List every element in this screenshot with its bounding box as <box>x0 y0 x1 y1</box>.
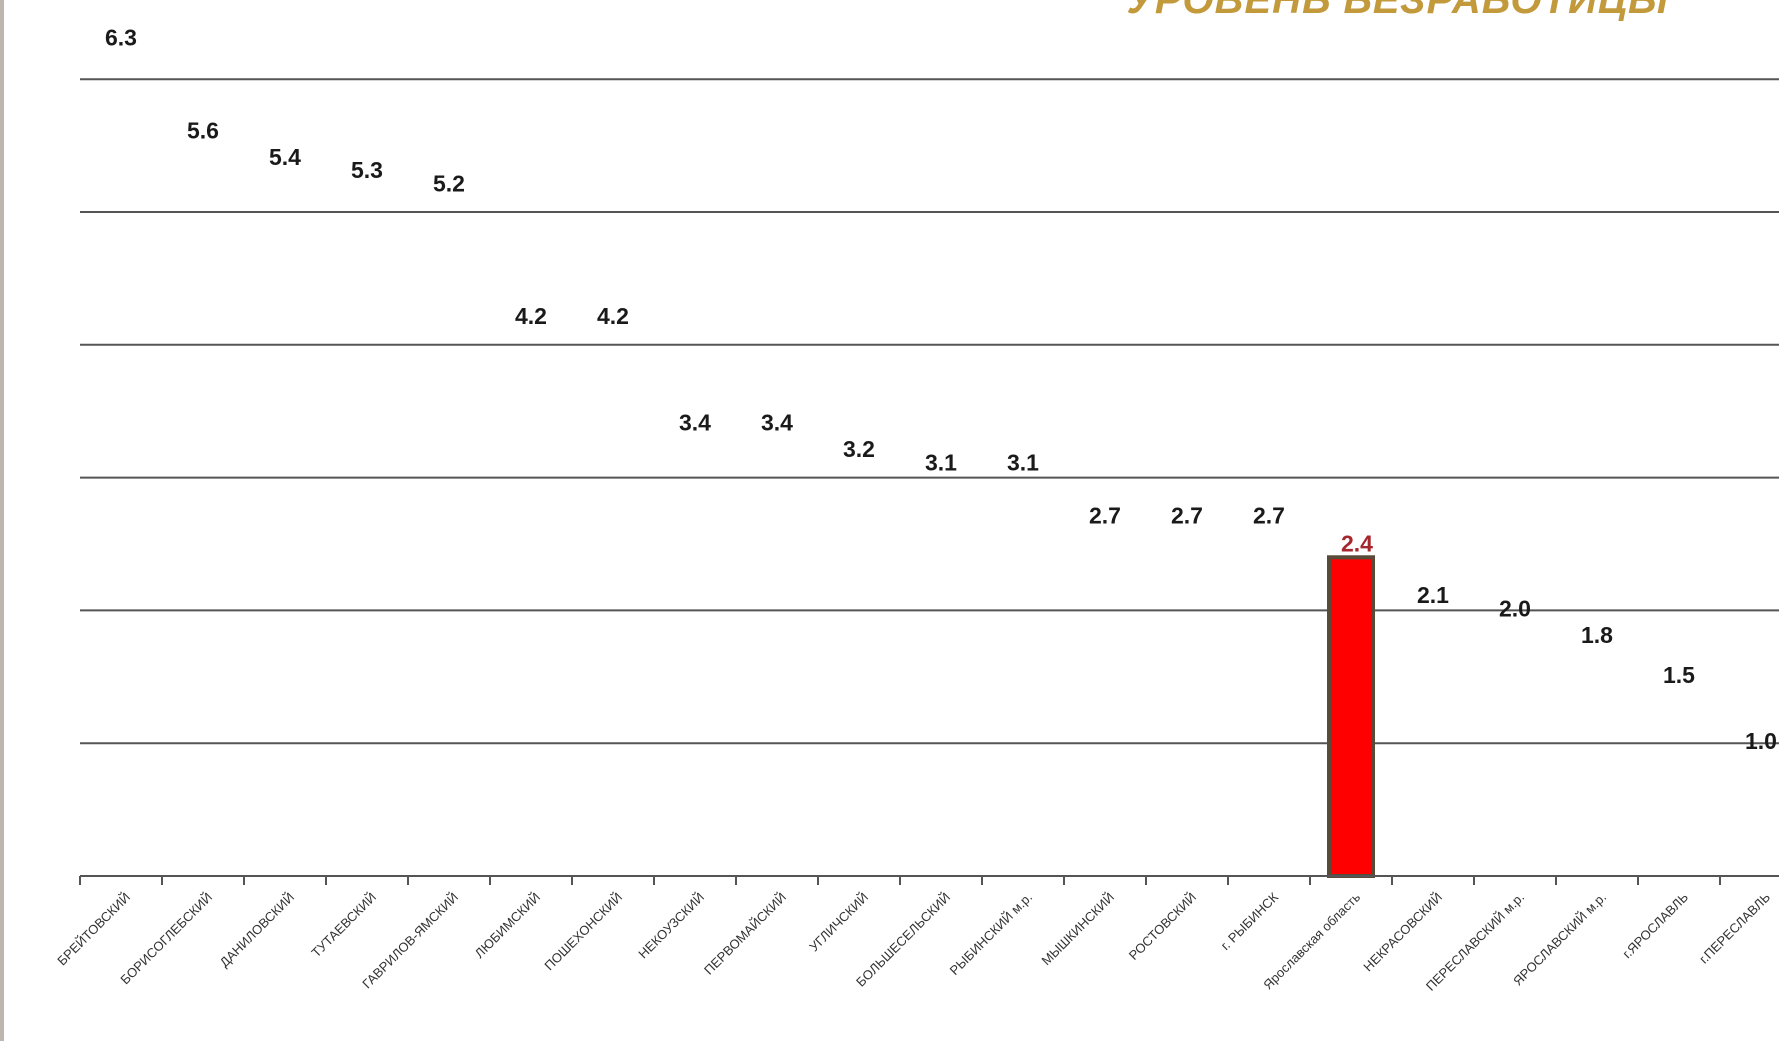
value-label: 2.1 <box>1417 582 1449 608</box>
value-label: 4.2 <box>515 303 547 329</box>
category-label: МЫШКИНСКИЙ <box>1038 890 1117 969</box>
x-axis <box>79 875 1779 885</box>
category-label: ПОШЕХОНСКИЙ <box>541 890 625 974</box>
category-label: ГАВРИЛОВ-ЯМСКИЙ <box>359 890 461 992</box>
gridlines <box>80 78 1779 745</box>
unemployment-bar-chart: 6.3 5.6 5.4 5.3 5.2 4.2 4.2 3.4 3.4 3.2 3.1 3.1 2.7 2… <box>54 24 1779 994</box>
value-label: 1.5 <box>1663 662 1695 688</box>
category-label: г.ПЕРЕСЛАВЛЬ <box>1696 890 1773 967</box>
bars <box>1327 555 1375 879</box>
value-label: 4.2 <box>597 303 629 329</box>
category-label: БРЕЙТОВСКИЙ <box>54 890 133 969</box>
value-label: 5.2 <box>433 170 465 196</box>
value-label: 2.4 <box>1341 530 1373 556</box>
category-label: НЕКОУЗСКИЙ <box>635 890 707 962</box>
value-label: 5.4 <box>269 144 301 170</box>
value-label: 1.8 <box>1581 622 1613 648</box>
value-label: 3.4 <box>761 409 793 435</box>
category-label: РОСТОВСКИЙ <box>1126 890 1199 963</box>
value-label: 2.0 <box>1499 595 1531 621</box>
chart-title: УРОВЕНЬ БЕЗРАБОТИЦЫ <box>1126 0 1669 22</box>
category-label: г.ЯРОСЛАВЛЬ <box>1619 890 1691 962</box>
value-label: 6.3 <box>105 24 137 50</box>
category-label: ДАНИЛОВСКИЙ <box>217 890 297 970</box>
category-label: ЛЮБИМСКИЙ <box>472 890 543 961</box>
value-label: 3.4 <box>679 409 711 435</box>
category-label: РЫБИНСКИЙ м.р. <box>947 890 1035 978</box>
value-label: 2.7 <box>1253 502 1285 528</box>
bar-highlight <box>1327 555 1375 879</box>
value-label: 1.0 <box>1745 728 1777 754</box>
category-label: БОЛЬШЕСЕЛЬСКИЙ <box>853 890 953 990</box>
category-label: БОРИСОГЛЕБСКИЙ <box>117 890 215 988</box>
category-label: УГЛИЧСКИЙ <box>806 890 871 955</box>
value-label: 3.1 <box>925 449 957 475</box>
category-label: ТУТАЕВСКИЙ <box>308 890 379 961</box>
value-label: 2.7 <box>1089 502 1121 528</box>
category-label: ПЕРВОМАЙСКИЙ <box>701 890 789 978</box>
value-label: 5.3 <box>351 157 383 183</box>
value-labels: 6.3 5.6 5.4 5.3 5.2 4.2 4.2 3.4 3.4 3.2 3.1 3.1 2.7 2… <box>105 24 1777 754</box>
value-label: 3.1 <box>1007 449 1039 475</box>
value-label: 3.2 <box>843 436 875 462</box>
value-label: 2.7 <box>1171 502 1203 528</box>
value-label: 5.6 <box>187 117 219 143</box>
category-label: НЕКРАСОВСКИЙ <box>1360 890 1445 975</box>
category-label: г. РЫБИНСК <box>1218 889 1282 953</box>
category-label: ЯРОСЛАВСКИЙ м.р. <box>1510 890 1609 989</box>
